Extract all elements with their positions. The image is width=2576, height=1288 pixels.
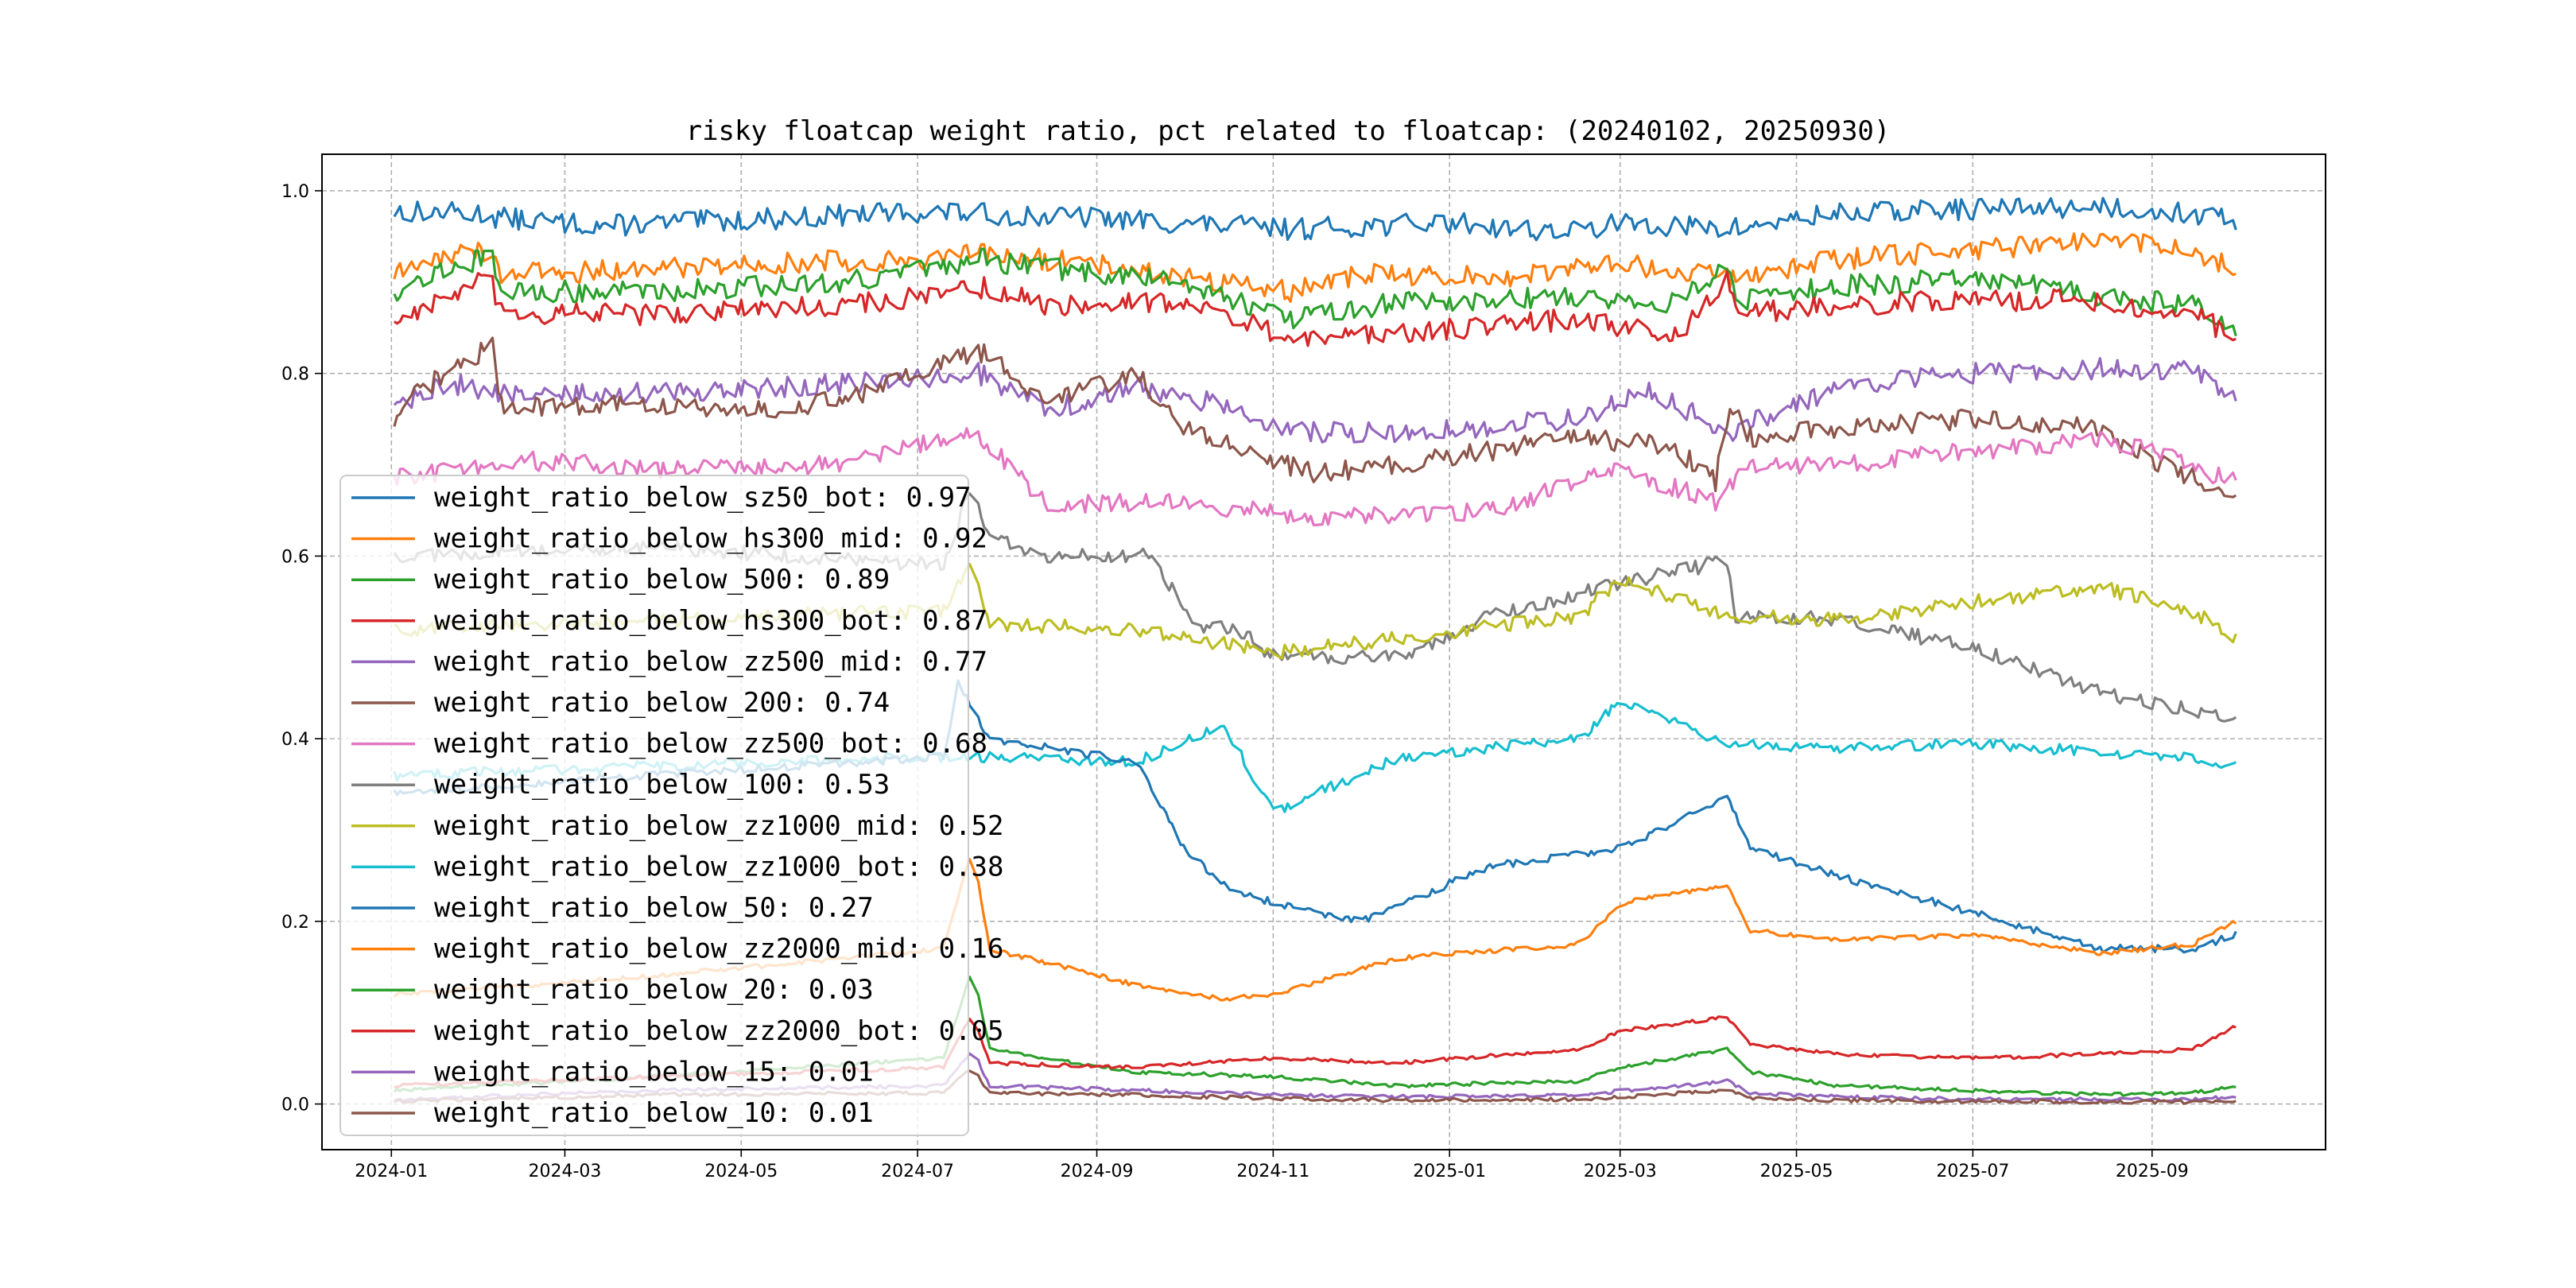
chart-title: risky floatcap weight ratio, pct related… — [686, 115, 1891, 147]
legend-series-name: weight_ratio_below_hs300_bot — [434, 605, 890, 637]
y-tick-label: 0.4 — [281, 730, 309, 750]
legend-series-name: weight_ratio_below_20 — [434, 974, 776, 1006]
x-tick-label: 2024-09 — [1061, 1162, 1134, 1181]
legend-series-value: 0.01 — [809, 1056, 874, 1088]
legend-separator: : — [792, 564, 824, 596]
legend-series-name: weight_ratio_below_zz500_mid — [434, 646, 890, 677]
legend-series-value: 0.97 — [906, 482, 972, 514]
legend-series-name: weight_ratio_below_zz1000_mid — [434, 810, 906, 842]
legend-label: weight_ratio_below_zz1000_bot: 0.38 — [434, 851, 1003, 883]
x-tick-label: 2024-07 — [881, 1162, 954, 1181]
series-line — [394, 270, 2237, 347]
legend-label: weight_ratio_below_hs300_bot: 0.87 — [434, 605, 987, 637]
legend-series-name: weight_ratio_below_10 — [434, 1097, 776, 1129]
legend-label: weight_ratio_below_200: 0.74 — [434, 687, 890, 719]
legend-separator: : — [874, 482, 906, 514]
series-line — [393, 357, 2237, 444]
legend-series-name: weight_ratio_below_200 — [434, 687, 792, 719]
x-tick-label: 2024-05 — [704, 1162, 778, 1181]
legend-series-value: 0.68 — [922, 728, 987, 760]
legend-series-name: weight_ratio_below_zz2000_bot — [434, 1015, 906, 1047]
series-line — [393, 336, 2237, 499]
legend-label: weight_ratio_below_zz500_bot: 0.68 — [434, 728, 987, 760]
legend-separator: : — [906, 851, 939, 883]
legend-separator: : — [776, 1056, 809, 1088]
legend-separator: : — [776, 892, 809, 924]
legend-series-value: 0.77 — [922, 646, 987, 677]
y-tick-label: 0.0 — [281, 1096, 309, 1115]
plot-frame — [321, 153, 2326, 1150]
legend-label: weight_ratio_below_zz1000_mid: 0.52 — [434, 810, 1003, 842]
legend-series-name: weight_ratio_below_zz2000_mid — [434, 933, 906, 965]
x-tick-label: 2025-07 — [1936, 1162, 2009, 1181]
legend-series-name: weight_ratio_below_500 — [434, 564, 792, 596]
x-tick-label: 2024-11 — [1236, 1162, 1309, 1181]
y-tick-label: 1.0 — [281, 182, 309, 202]
legend-series-value: 0.53 — [824, 769, 890, 801]
legend-separator: : — [906, 933, 939, 965]
tick-layer: 2024-01 2024-03 2024-05 2024-07 2024-09 2024-… — [281, 182, 2189, 1181]
legend-series-value: 0.16 — [939, 933, 1004, 965]
legend-series-name: weight_ratio_below_zz1000_bot — [434, 851, 906, 883]
legend-label: weight_ratio_below_zz2000_mid: 0.16 — [434, 933, 1003, 965]
legend-label: weight_ratio_below_20: 0.03 — [434, 974, 874, 1006]
legend-label: weight_ratio_below_50: 0.27 — [434, 892, 874, 924]
legend-label: weight_ratio_below_500: 0.89 — [434, 564, 890, 596]
x-tick-label: 2025-01 — [1413, 1162, 1486, 1181]
y-tick-label: 0.2 — [281, 913, 309, 933]
legend-series-name: weight_ratio_below_15 — [434, 1056, 776, 1088]
legend-separator: : — [776, 974, 809, 1006]
x-tick-label: 2024-01 — [355, 1162, 428, 1181]
legend-separator: : — [890, 646, 922, 677]
legend-series-value: 0.03 — [809, 974, 874, 1006]
legend-series-value: 0.38 — [939, 851, 1004, 883]
legend-box — [339, 475, 969, 1136]
legend-separator: : — [890, 728, 922, 760]
legend-series-name: weight_ratio_below_sz50_bot — [434, 482, 874, 514]
legend-series-value: 0.89 — [824, 564, 890, 596]
legend: weight_ratio_below_sz50_bot: 0.97weight_… — [339, 475, 1003, 1136]
legend-series-value: 0.52 — [939, 810, 1004, 842]
legend-label: weight_ratio_below_zz2000_bot: 0.05 — [434, 1015, 1003, 1047]
series-line — [393, 196, 2237, 242]
legend-label: weight_ratio_below_100: 0.53 — [434, 769, 890, 801]
x-tick-label: 2024-03 — [528, 1162, 601, 1181]
legend-series-name: weight_ratio_below_hs300_mid — [434, 523, 890, 555]
legend-series-name: weight_ratio_below_zz500_bot — [434, 728, 890, 760]
legend-separator: : — [906, 1015, 939, 1047]
legend-separator: : — [890, 523, 922, 555]
x-tick-label: 2025-03 — [1584, 1162, 1657, 1181]
legend-series-value: 0.92 — [922, 523, 987, 555]
legend-separator: : — [906, 810, 939, 842]
legend-separator: : — [776, 1097, 809, 1129]
series-line — [393, 232, 2237, 303]
legend-separator: : — [792, 769, 824, 801]
legend-series-value: 0.87 — [922, 605, 987, 637]
legend-label: weight_ratio_below_15: 0.01 — [434, 1056, 874, 1088]
legend-series-value: 0.74 — [824, 687, 890, 719]
legend-label: weight_ratio_below_10: 0.01 — [434, 1097, 874, 1129]
legend-label: weight_ratio_below_sz50_bot: 0.97 — [434, 482, 972, 514]
legend-series-value: 0.27 — [809, 892, 874, 924]
legend-separator: : — [792, 687, 824, 719]
x-tick-label: 2025-05 — [1760, 1162, 1833, 1181]
series-line — [393, 247, 2237, 337]
y-tick-label: 0.8 — [281, 365, 309, 385]
series-line — [393, 427, 2237, 527]
legend-series-name: weight_ratio_below_100 — [434, 769, 792, 801]
y-tick-label: 0.6 — [281, 547, 309, 567]
legend-series-value: 0.01 — [809, 1097, 874, 1129]
legend-label: weight_ratio_below_zz500_mid: 0.77 — [434, 646, 987, 677]
legend-label: weight_ratio_below_hs300_mid: 0.92 — [434, 523, 987, 555]
legend-series-value: 0.05 — [939, 1015, 1004, 1047]
legend-series-name: weight_ratio_below_50 — [434, 892, 776, 924]
x-tick-label: 2025-09 — [2116, 1162, 2189, 1181]
legend-separator: : — [890, 605, 922, 637]
